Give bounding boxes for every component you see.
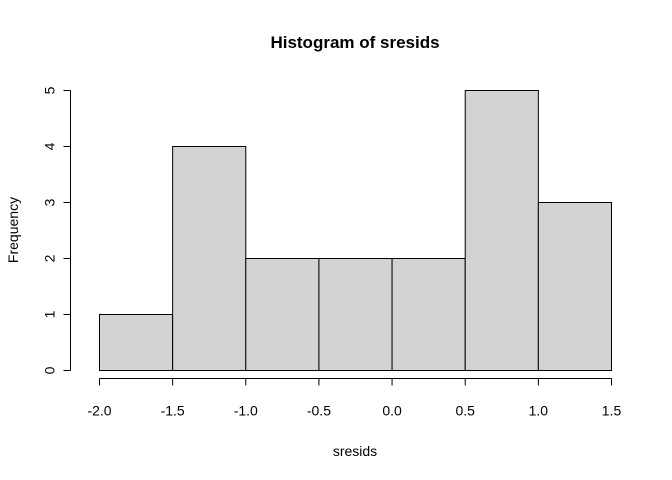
- y-tick-label: 0: [42, 366, 58, 374]
- x-tick-label: -1.0: [234, 403, 258, 419]
- x-tick-label: -0.5: [307, 403, 331, 419]
- x-tick-label: 1.0: [529, 403, 549, 419]
- x-tick-label: 0.5: [455, 403, 475, 419]
- x-axis-label: sresids: [333, 443, 377, 459]
- histogram-bar-1: [172, 146, 247, 371]
- histogram-bar-5: [464, 90, 539, 371]
- x-tick-label: 0.0: [382, 403, 402, 419]
- y-axis-label: Frequency: [5, 197, 21, 263]
- y-axis: 0 1 2 3 4 5: [42, 86, 71, 374]
- chart-title: Histogram of sresids: [270, 33, 439, 52]
- y-tick-label: 2: [42, 254, 58, 262]
- histogram-bar-6: [537, 202, 612, 371]
- y-tick-label: 3: [42, 198, 58, 206]
- histogram-bars: [99, 90, 612, 371]
- y-tick-label: 1: [42, 310, 58, 318]
- x-tick-label: -1.5: [161, 403, 185, 419]
- x-tick-label: -2.0: [87, 403, 111, 419]
- y-tick-label: 5: [42, 86, 58, 94]
- histogram-bar-4: [391, 258, 466, 371]
- y-tick-label: 4: [42, 142, 58, 150]
- histogram-bar-0: [99, 314, 174, 371]
- histogram-bar-3: [318, 258, 393, 371]
- x-tick-label: 1.5: [602, 403, 622, 419]
- histogram-bar-2: [245, 258, 320, 371]
- x-axis: -2.0 -1.5 -1.0 -0.5 0.0 0.5 1.0 1.5: [87, 378, 622, 419]
